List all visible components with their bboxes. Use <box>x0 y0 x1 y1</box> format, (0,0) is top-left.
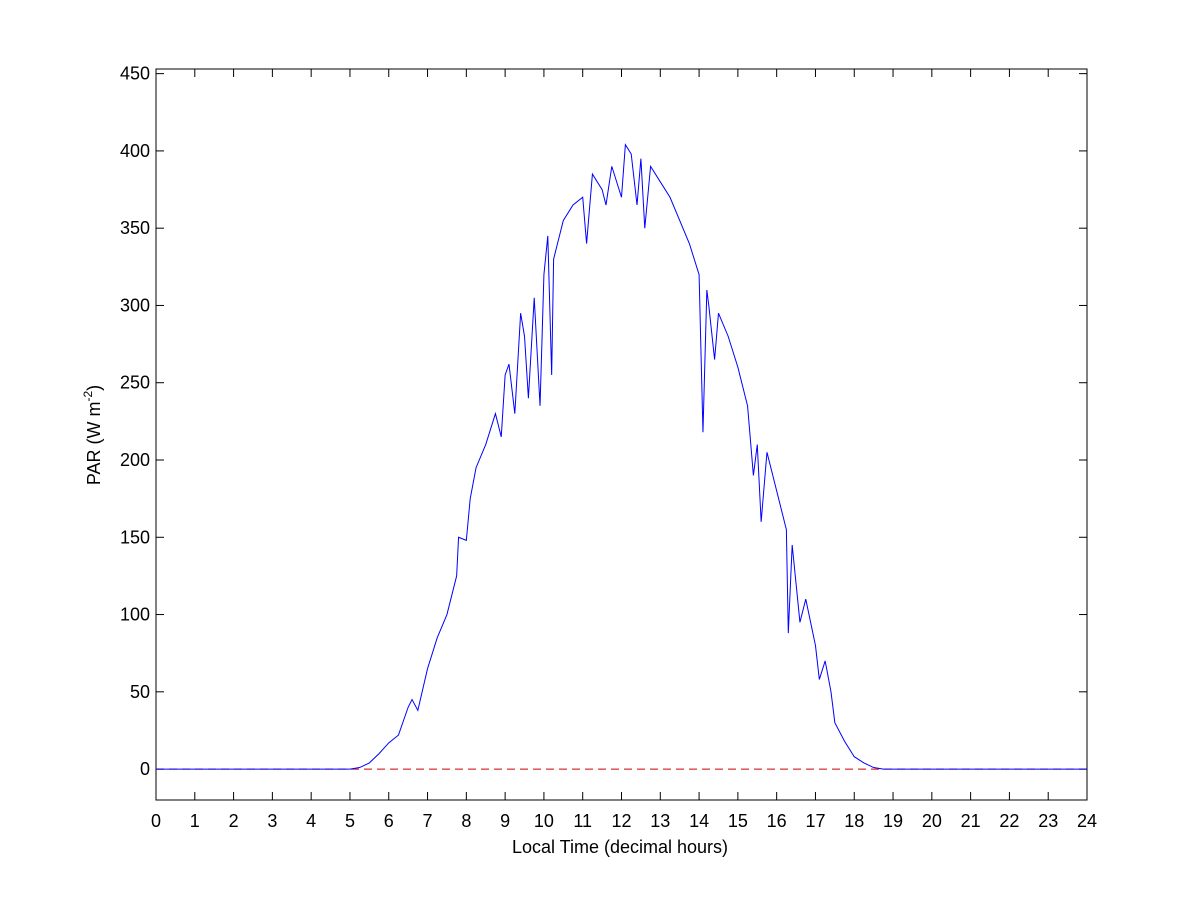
x-tick-label: 3 <box>267 811 277 831</box>
y-tick-label: 50 <box>130 682 150 702</box>
y-label-text: PAR (W m <box>84 402 104 486</box>
x-tick-label: 13 <box>650 811 670 831</box>
x-tick-label: 20 <box>922 811 942 831</box>
x-tick-label: 23 <box>1038 811 1058 831</box>
y-tick-label: 150 <box>120 527 150 547</box>
y-label-end: ) <box>84 385 104 391</box>
x-tick-label: 16 <box>767 811 787 831</box>
x-tick-label: 6 <box>384 811 394 831</box>
y-axis-label: PAR (W m-2) <box>81 385 104 485</box>
y-tick-label: 450 <box>120 64 150 84</box>
x-tick-label: 0 <box>151 811 161 831</box>
x-tick-label: 19 <box>883 811 903 831</box>
x-tick-label: 4 <box>306 811 316 831</box>
y-tick-label: 350 <box>120 218 150 238</box>
x-tick-label: 22 <box>999 811 1019 831</box>
y-tick-label: 200 <box>120 450 150 470</box>
x-tick-label: 7 <box>423 811 433 831</box>
x-tick-label: 21 <box>961 811 981 831</box>
x-tick-label: 15 <box>728 811 748 831</box>
x-tick-label: 14 <box>689 811 709 831</box>
x-tick-label: 5 <box>345 811 355 831</box>
y-tick-label: 300 <box>120 295 150 315</box>
y-tick-label: 400 <box>120 141 150 161</box>
x-tick-label: 8 <box>461 811 471 831</box>
x-tick-label: 9 <box>500 811 510 831</box>
data-line <box>156 143 1087 770</box>
x-tick-label: 1 <box>190 811 200 831</box>
y-label-sup: -2 <box>81 391 95 402</box>
x-tick-label: 24 <box>1077 811 1097 831</box>
x-axis-label: Local Time (decimal hours) <box>512 837 728 857</box>
plot-frame <box>155 68 1088 801</box>
x-tick-label: 18 <box>844 811 864 831</box>
y-tick-label: 100 <box>120 605 150 625</box>
x-tick-label: 11 <box>573 811 592 831</box>
y-tick-label: 250 <box>120 373 150 393</box>
x-tick-label: 2 <box>229 811 239 831</box>
x-tick-label: 17 <box>805 811 825 831</box>
y-tick-label: 0 <box>140 759 150 779</box>
x-tick-label: 10 <box>534 811 554 831</box>
x-tick-label: 12 <box>611 811 631 831</box>
